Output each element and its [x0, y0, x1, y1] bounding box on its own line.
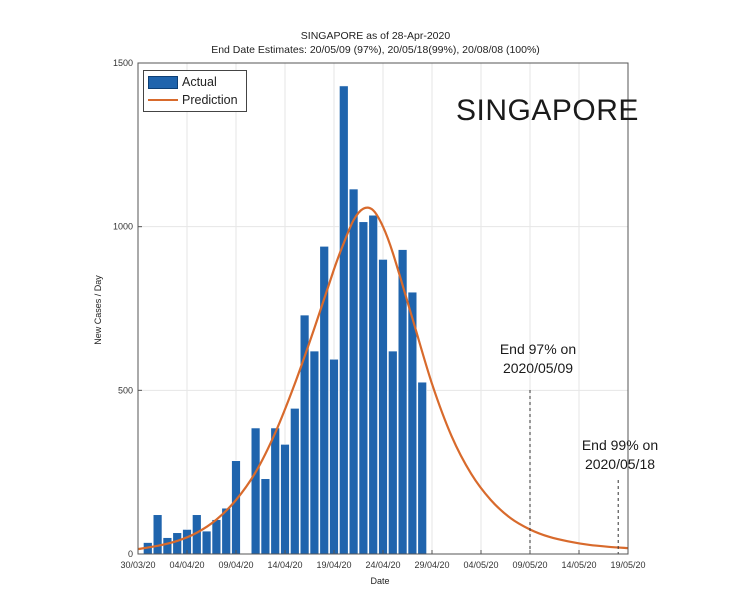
country-label: SINGAPORE	[456, 94, 639, 127]
annotation-lines	[529, 390, 619, 554]
bar-12	[260, 478, 271, 555]
bar-13	[270, 427, 280, 555]
x-tick-label-4: 19/04/20	[316, 560, 351, 570]
x-tick-label-6: 29/04/20	[414, 560, 449, 570]
prediction-line	[137, 206, 629, 551]
bar-20	[339, 85, 349, 555]
legend-item-prediction: Prediction	[148, 92, 238, 108]
annotation-97-line2: 2020/05/09	[502, 360, 574, 376]
x-tick-label-3: 14/04/20	[267, 560, 302, 570]
legend-swatch-prediction	[148, 99, 178, 101]
x-tick-label-8: 09/05/20	[512, 560, 547, 570]
annotation-97: End 97% on 2020/05/09	[478, 340, 598, 378]
bar-22	[358, 221, 369, 555]
bar-25	[388, 350, 398, 555]
chart-title: SINGAPORE as of 28-Apr-2020	[300, 30, 451, 42]
annotation-99: End 99% on 2020/05/18	[560, 436, 680, 474]
y-axis-label: New Cases / Day	[93, 275, 103, 345]
bar-24	[378, 259, 388, 555]
y-tick-label-2: 1000	[113, 222, 133, 232]
x-tick-label-7: 04/05/20	[463, 560, 498, 570]
chart-subtitle: End Date Estimates: 20/05/09 (97%), 20/0…	[211, 44, 540, 56]
ticks: 0 500 1000 1500 30/03/20 04/04/20 09/04/20 14/0…	[113, 58, 646, 570]
bar-23	[368, 214, 378, 555]
annotation-99-line1: End 99% on	[581, 437, 659, 453]
legend-label-prediction: Prediction	[182, 93, 238, 107]
bar-21	[348, 188, 359, 555]
y-tick-label-3: 1500	[113, 58, 133, 68]
bar-15	[290, 408, 300, 555]
bar-9	[231, 460, 241, 555]
legend-swatch-actual	[148, 75, 178, 89]
bar-11	[250, 427, 261, 555]
annotation-99-line2: 2020/05/18	[584, 456, 656, 472]
bars	[143, 85, 427, 555]
legend: Actual Prediction	[143, 70, 247, 112]
bar-28	[417, 381, 427, 555]
annotation-97-line1: End 97% on	[499, 341, 577, 357]
legend-label-actual: Actual	[182, 75, 217, 89]
x-tick-label-1: 04/04/20	[169, 560, 204, 570]
bar-2	[162, 537, 173, 555]
bar-6	[201, 530, 212, 555]
bar-3	[172, 532, 182, 555]
x-tick-label-10: 19/05/20	[610, 560, 645, 570]
x-tick-label-5: 24/04/20	[365, 560, 400, 570]
x-tick-label-9: 14/05/20	[561, 560, 596, 570]
prediction-line-layer	[137, 206, 629, 551]
x-tick-label-2: 09/04/20	[218, 560, 253, 570]
x-axis-label: Date	[370, 576, 390, 586]
bar-17	[309, 350, 320, 555]
y-tick-label-1: 500	[118, 385, 133, 395]
bar-19	[329, 358, 339, 555]
x-tick-label-0: 30/03/20	[120, 560, 155, 570]
legend-item-actual: Actual	[148, 74, 217, 90]
bar-1	[152, 514, 163, 555]
bar-14	[280, 444, 290, 555]
bar-7	[211, 519, 222, 555]
y-tick-label-0: 0	[128, 549, 133, 559]
